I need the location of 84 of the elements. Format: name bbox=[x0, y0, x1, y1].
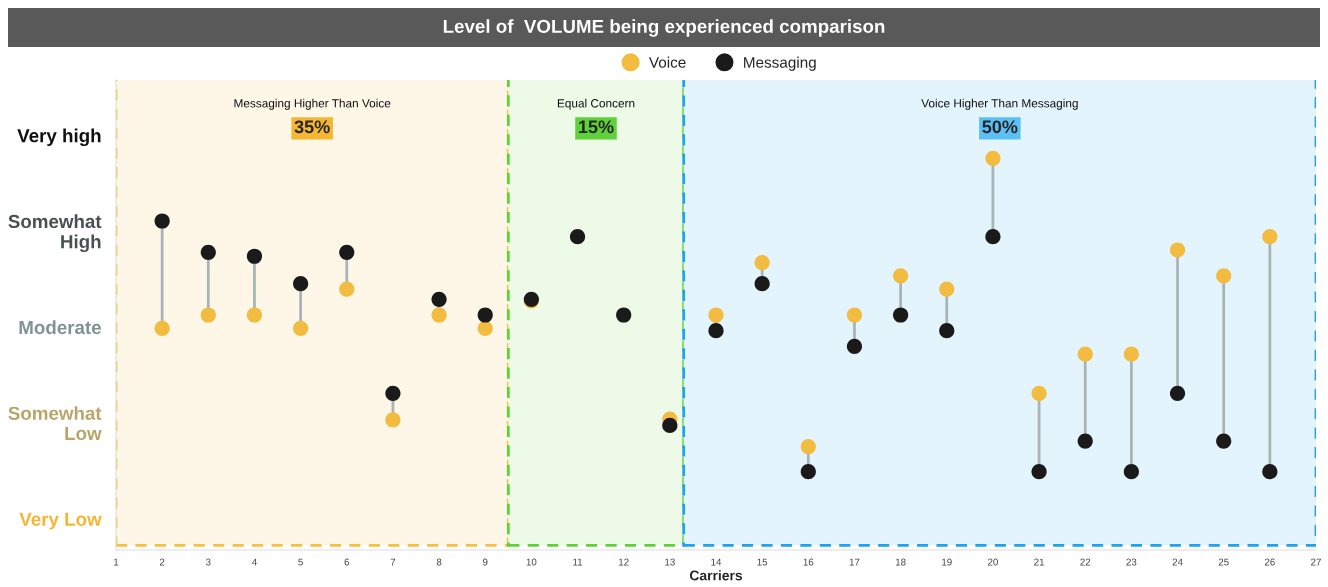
point bbox=[754, 276, 770, 292]
point bbox=[154, 320, 170, 336]
x-axis-title: Carriers bbox=[689, 570, 743, 581]
point bbox=[708, 323, 724, 339]
text: Very high bbox=[17, 128, 101, 147]
point bbox=[1031, 464, 1047, 480]
x-tick-label: 25 bbox=[1218, 558, 1229, 566]
x-tick-label: 21 bbox=[1034, 558, 1045, 566]
x-tick-label: 11 bbox=[573, 558, 583, 566]
point bbox=[800, 464, 816, 480]
text: Moderate bbox=[19, 320, 101, 335]
x-tick-label: 27 bbox=[1311, 558, 1321, 566]
point bbox=[939, 281, 955, 297]
text: Somewhat High bbox=[8, 214, 102, 253]
point bbox=[893, 268, 909, 284]
point bbox=[1077, 346, 1093, 362]
point bbox=[431, 307, 447, 323]
x-tick-label: 2 bbox=[159, 558, 165, 566]
point bbox=[662, 417, 678, 434]
x-tick-label: 18 bbox=[895, 558, 906, 566]
point bbox=[339, 244, 355, 260]
x-tick-label: 22 bbox=[1080, 558, 1091, 566]
x-tick-label: 16 bbox=[803, 558, 814, 566]
x-tick-label: 1 bbox=[114, 558, 119, 566]
point bbox=[1169, 242, 1186, 258]
point bbox=[1031, 385, 1047, 401]
point bbox=[800, 438, 816, 455]
x-tick-label: 24 bbox=[1172, 558, 1183, 566]
point bbox=[708, 307, 724, 323]
point bbox=[385, 412, 401, 428]
point bbox=[477, 307, 493, 323]
point bbox=[569, 229, 586, 245]
point bbox=[154, 213, 170, 229]
point bbox=[246, 307, 263, 323]
point bbox=[846, 338, 863, 354]
point bbox=[985, 229, 1001, 245]
x-tick-label: 19 bbox=[942, 558, 952, 566]
x-tick-label: 7 bbox=[390, 558, 396, 566]
x-tick-label: 10 bbox=[526, 558, 537, 566]
point bbox=[293, 276, 309, 292]
point bbox=[939, 323, 955, 339]
x-tick-label: 23 bbox=[1126, 558, 1137, 566]
x-tick-label: 13 bbox=[665, 558, 675, 566]
x-tick-label: 9 bbox=[482, 558, 488, 566]
band-label: Messaging Higher Than Voice 35% bbox=[234, 98, 391, 134]
text: Somewhat Low bbox=[8, 406, 102, 441]
x-tick-label: 17 bbox=[849, 558, 860, 566]
x-tick-label: 26 bbox=[1264, 558, 1275, 566]
legend-label: Messaging bbox=[744, 56, 816, 71]
point bbox=[477, 320, 493, 336]
x-tick-label: 3 bbox=[205, 558, 211, 566]
point bbox=[200, 244, 216, 260]
point bbox=[1077, 433, 1093, 449]
point bbox=[246, 248, 263, 264]
x-tick-label: 8 bbox=[436, 558, 442, 566]
chart-title: Level of VOLUME being experienced comparison bbox=[443, 19, 885, 37]
point bbox=[616, 307, 632, 323]
x-tick-label: 14 bbox=[711, 558, 722, 566]
point bbox=[846, 307, 863, 323]
point bbox=[1123, 346, 1139, 362]
point bbox=[754, 254, 770, 271]
point bbox=[1262, 464, 1278, 480]
point bbox=[339, 281, 355, 297]
x-tick-label: 5 bbox=[298, 558, 303, 566]
legend-label: Voice bbox=[648, 56, 686, 68]
text: Very Low bbox=[19, 512, 102, 530]
x-tick-label: 12 bbox=[619, 558, 629, 566]
point bbox=[385, 385, 401, 401]
point bbox=[1262, 229, 1278, 245]
point bbox=[985, 150, 1001, 166]
point bbox=[431, 291, 447, 307]
band-label: Equal Concern 15% bbox=[557, 98, 635, 134]
x-tick-label: 6 bbox=[344, 558, 350, 566]
point bbox=[1169, 385, 1186, 401]
x-tick-label: 4 bbox=[251, 558, 257, 566]
x-tick-label: 15 bbox=[757, 558, 768, 566]
point bbox=[1216, 268, 1232, 284]
band-label: Voice Higher Than Messaging 50% bbox=[921, 98, 1078, 134]
x-tick-label: 20 bbox=[988, 558, 998, 566]
point bbox=[893, 307, 909, 323]
point bbox=[293, 320, 309, 336]
point bbox=[1123, 464, 1139, 480]
point bbox=[200, 307, 216, 323]
point bbox=[1216, 433, 1232, 449]
